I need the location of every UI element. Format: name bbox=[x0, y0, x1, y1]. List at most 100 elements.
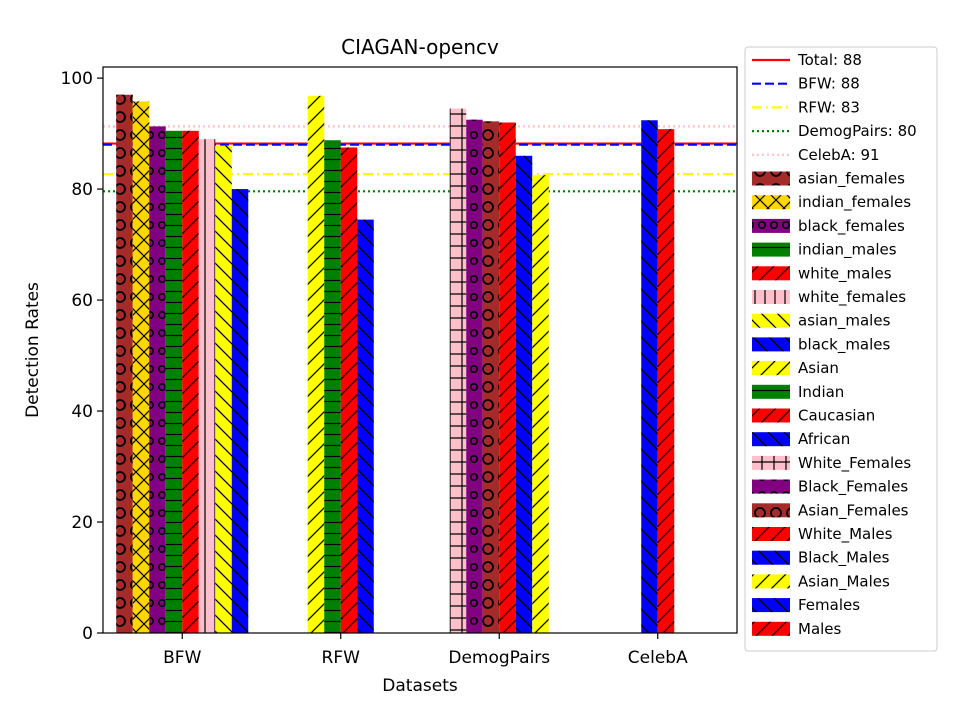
y-tick-label: 80 bbox=[71, 180, 93, 200]
legend-entry-asian: Asian bbox=[752, 359, 839, 377]
bar-hatch bbox=[515, 155, 533, 634]
legend-patch-hatch bbox=[752, 266, 790, 281]
bar-hatch bbox=[449, 108, 467, 633]
legend-label: African bbox=[798, 430, 850, 448]
legend-label: White_Males bbox=[798, 525, 893, 544]
legend-patch-hatch bbox=[752, 384, 790, 399]
bar-hatch bbox=[116, 94, 133, 633]
y-tick-label: 100 bbox=[61, 69, 93, 89]
legend-patch-hatch bbox=[752, 550, 790, 565]
chart-title: CIAGAN-opencv bbox=[341, 35, 499, 59]
legend-patch-hatch bbox=[752, 171, 790, 186]
legend-entry-white-females: White_Females bbox=[752, 454, 911, 473]
bar-hatch bbox=[198, 139, 216, 633]
y-tick-label: 60 bbox=[71, 291, 93, 311]
legend-entry-demogpairs-80: DemogPairs: 80 bbox=[752, 122, 917, 140]
legend-patch-hatch bbox=[752, 621, 790, 636]
legend-patch-hatch bbox=[752, 432, 790, 447]
bar-rfw-african bbox=[357, 219, 374, 634]
plot-frame bbox=[102, 66, 738, 634]
legend-label: Total: 88 bbox=[797, 51, 862, 69]
legend-entry-black-males: black_males bbox=[752, 335, 891, 354]
legend-label: DemogPairs: 80 bbox=[798, 122, 917, 140]
legend-entry-asian-males: asian_males bbox=[752, 312, 891, 331]
x-axis-ticks: BFW RFW DemogPairs CelebA bbox=[163, 633, 688, 668]
bar-demogpairs-asian-males bbox=[532, 175, 549, 634]
bar-hatch bbox=[482, 121, 500, 633]
bar-bfw-white-females bbox=[198, 139, 216, 633]
legend-patch-hatch bbox=[752, 527, 790, 541]
bar-bfw-asian-females bbox=[116, 94, 133, 633]
legend-label: asian_males bbox=[798, 312, 891, 331]
y-tick-label: 40 bbox=[71, 402, 93, 422]
bar-hatch bbox=[215, 145, 232, 633]
bar-hatch bbox=[357, 219, 374, 634]
legend-entry-black-females: Black_Females bbox=[752, 478, 908, 497]
legend-entry-males: Males bbox=[752, 620, 842, 638]
legend-label: Caucasian bbox=[798, 407, 875, 425]
bar-demogpairs-white-females bbox=[449, 108, 467, 633]
legend-entry-black-females: black_females bbox=[752, 217, 905, 236]
legend-label: CelebA: 91 bbox=[798, 146, 880, 164]
legend-label: RFW: 83 bbox=[798, 98, 860, 116]
legend-label: Asian bbox=[798, 359, 839, 377]
legend-patch-hatch bbox=[752, 598, 790, 613]
legend-box bbox=[744, 46, 938, 652]
legend-label: asian_females bbox=[798, 170, 905, 189]
legend-patch-hatch bbox=[752, 218, 790, 233]
x-tick-label: DemogPairs bbox=[448, 648, 550, 668]
bar-demogpairs-white-males bbox=[499, 122, 516, 633]
bar-bfw-white-males bbox=[182, 130, 199, 633]
legend-entry-total-88: Total: 88 bbox=[752, 51, 862, 69]
legend-entry-rfw-83: RFW: 83 bbox=[752, 98, 860, 116]
bar-bfw-black-males bbox=[231, 189, 249, 633]
legend-label: Asian_Males bbox=[798, 572, 890, 591]
legend-entry-asian-males: Asian_Males bbox=[752, 572, 890, 591]
x-axis-label: Datasets bbox=[382, 676, 458, 696]
legend-patch-hatch bbox=[752, 479, 790, 494]
x-tick-label: BFW bbox=[163, 648, 201, 668]
bar-rfw-asian bbox=[307, 95, 325, 633]
bar-demogpairs-black-males bbox=[515, 155, 533, 634]
bar-hatch bbox=[532, 175, 549, 634]
bar-bfw-indian-females bbox=[132, 101, 150, 633]
bar-bfw-black-females bbox=[149, 126, 166, 633]
legend-entry-black-males: Black_Males bbox=[752, 549, 890, 568]
bars bbox=[116, 94, 675, 634]
legend-entry-indian: Indian bbox=[752, 383, 844, 401]
legend-label: white_males bbox=[798, 264, 892, 283]
bar-hatch bbox=[165, 130, 183, 633]
legend-patch-hatch bbox=[752, 574, 790, 589]
bar-hatch bbox=[307, 95, 325, 633]
legend-entry-caucasian: Caucasian bbox=[752, 407, 875, 425]
legend-patch-hatch bbox=[752, 361, 790, 376]
legend-label: black_females bbox=[798, 217, 905, 236]
bar-rfw-caucasian bbox=[340, 147, 358, 633]
legend-patch-hatch bbox=[752, 195, 790, 210]
legend-label: White_Females bbox=[798, 454, 911, 473]
legend-label: Asian_Females bbox=[798, 501, 909, 520]
y-axis-ticks: 0 20 40 60 80 100 bbox=[61, 69, 103, 644]
legend-entry-asian-females: asian_females bbox=[752, 170, 905, 189]
legend: Total: 88 BFW: 88 RFW: 83 DemogPairs: 80 Cel… bbox=[744, 46, 938, 652]
legend-patch-hatch bbox=[752, 503, 790, 518]
bar-hatch bbox=[340, 147, 358, 633]
legend-entry-african: African bbox=[752, 430, 850, 448]
bar-hatch bbox=[466, 119, 483, 633]
legend-entry-females: Females bbox=[752, 596, 860, 614]
legend-label: BFW: 88 bbox=[798, 75, 860, 93]
bar-hatch bbox=[499, 122, 516, 633]
bar-celeba-females bbox=[641, 120, 658, 634]
legend-patch-hatch bbox=[752, 408, 790, 423]
bar-rfw-indian bbox=[324, 140, 341, 633]
bar-hatch bbox=[657, 129, 675, 633]
y-tick-label: 0 bbox=[82, 624, 93, 644]
legend-entry-white-males: white_males bbox=[752, 264, 892, 283]
x-tick-label: RFW bbox=[322, 648, 361, 668]
legend-label: Males bbox=[798, 620, 842, 638]
bar-bfw-indian-males bbox=[165, 130, 183, 633]
legend-entry-white-females: white_females bbox=[752, 288, 906, 307]
bar-hatch bbox=[641, 120, 658, 634]
legend-patch-hatch bbox=[752, 242, 790, 257]
